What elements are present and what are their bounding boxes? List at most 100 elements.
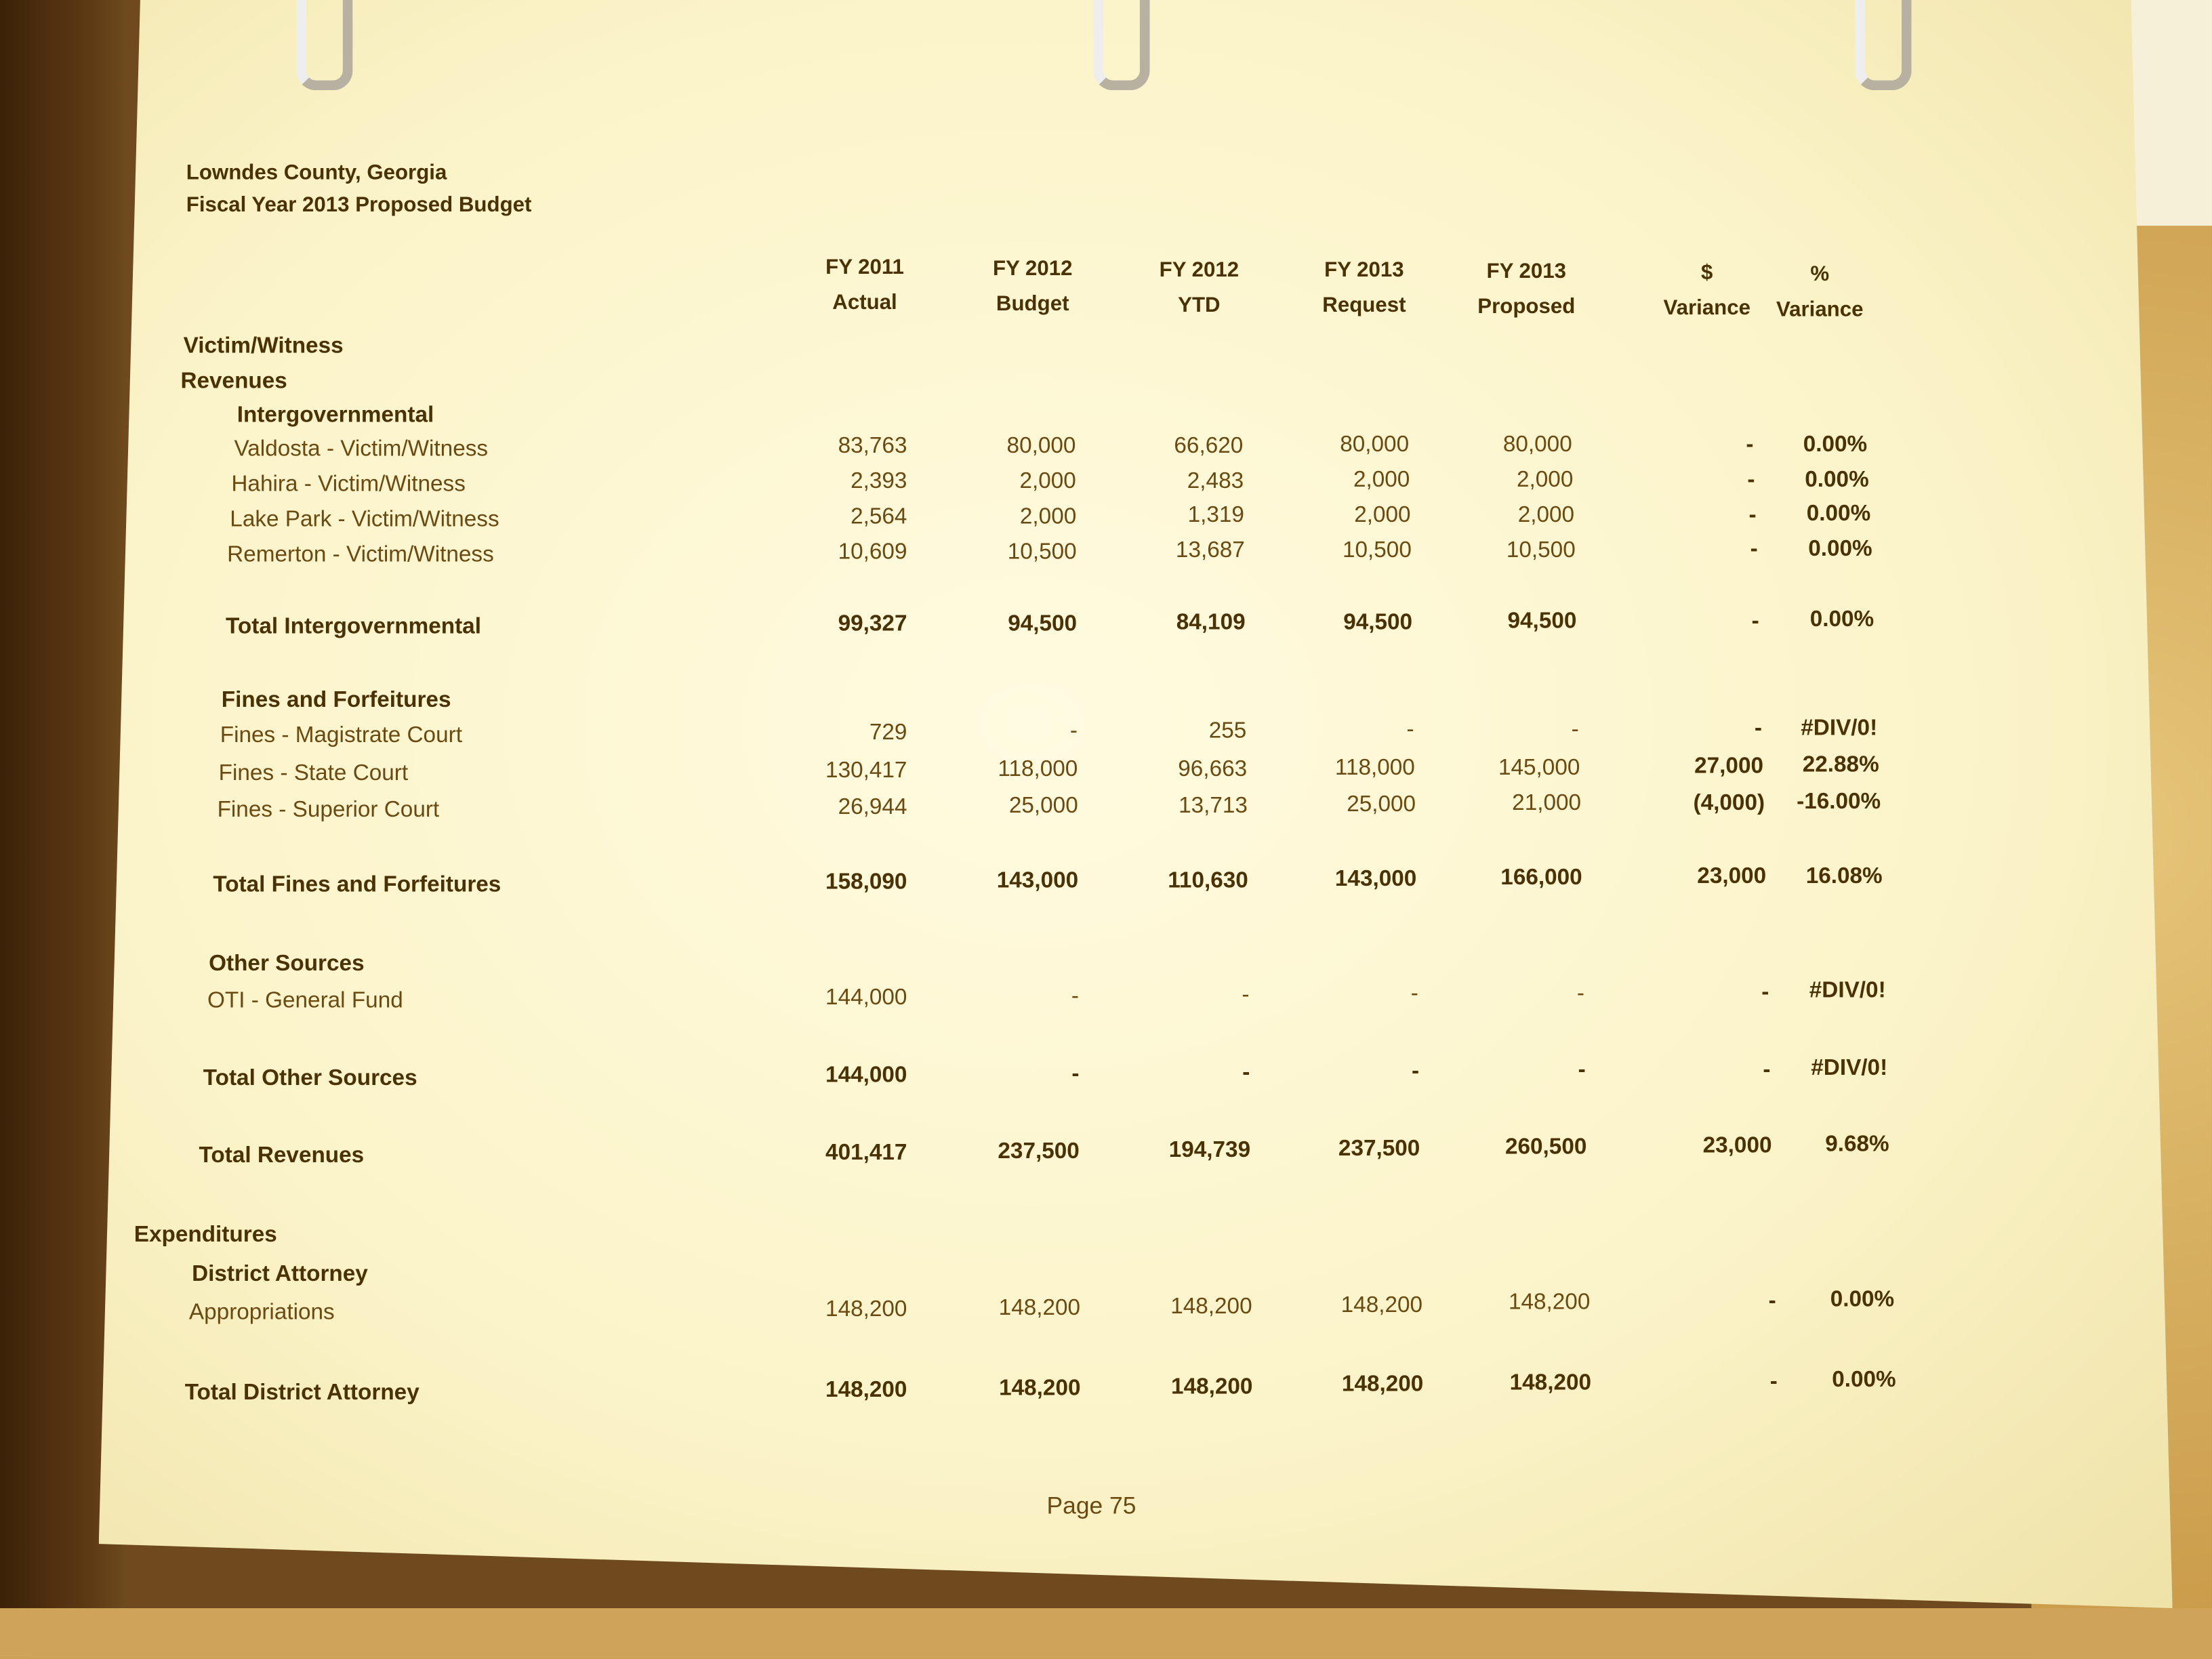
cell-value: 10,609 <box>838 540 907 565</box>
org-name: Lowndes County, Georgia <box>186 161 447 185</box>
cell-value: 21,000 <box>1512 792 1582 816</box>
column-header-bottom: Budget <box>996 291 1069 316</box>
cell-value: 10,500 <box>1506 538 1576 562</box>
cell-value: 144,000 <box>825 986 907 1010</box>
cell-value: 2,564 <box>851 505 907 529</box>
cell-value: - <box>1576 981 1585 1006</box>
cell-value: 145,000 <box>1498 755 1580 780</box>
binder-ring <box>296 0 353 91</box>
row-label: Total Intergovernmental <box>226 615 481 639</box>
cell-value: - <box>1746 433 1754 457</box>
cell-value: - <box>1071 985 1080 1009</box>
cell-value: - <box>1751 609 1759 634</box>
cell-value: 2,000 <box>1019 469 1076 494</box>
cell-value: - <box>1406 718 1414 743</box>
row-label: Appropriations <box>188 1300 335 1325</box>
column-header-bottom: Proposed <box>1477 295 1576 319</box>
cell-value: 158,090 <box>825 870 907 895</box>
column-header-top: FY 2012 <box>1159 258 1240 282</box>
cell-value: - <box>1761 980 1769 1004</box>
cell-value: 94,500 <box>1507 609 1577 634</box>
cell-value: 94,500 <box>1008 611 1078 636</box>
cell-value: (4,000) <box>1693 791 1765 815</box>
row-label: Fines - Magistrate Court <box>220 723 462 748</box>
cell-value: 13,713 <box>1179 794 1248 818</box>
column-header-bottom: Request <box>1322 293 1406 319</box>
cell-value: 2,000 <box>1353 468 1410 493</box>
cell-value: 9.68% <box>1825 1133 1889 1158</box>
row-label: Remerton - Victim/Witness <box>227 543 494 567</box>
cell-value: 148,200 <box>1171 1374 1253 1399</box>
column-header-top: % <box>1810 262 1830 287</box>
cell-value: 80,000 <box>1006 434 1076 459</box>
binder-ring <box>1855 0 1912 91</box>
binder-ring <box>1093 0 1150 91</box>
row-label: Other Sources <box>209 952 365 977</box>
cell-value: - <box>1071 1062 1080 1087</box>
cell-value: 130,417 <box>825 758 907 783</box>
cell-value: 729 <box>869 720 907 745</box>
cell-value: -16.00% <box>1797 790 1881 815</box>
cell-value: - <box>1768 1290 1776 1314</box>
cell-value: 99,327 <box>838 612 907 636</box>
cell-value: 118,000 <box>998 758 1078 783</box>
cell-value: - <box>1571 718 1579 742</box>
cell-value: 84,109 <box>1176 611 1246 636</box>
cell-value: 25,000 <box>1347 792 1416 817</box>
budget-page: Lowndes County, Georgia Fiscal Year 2013… <box>98 0 2173 1609</box>
cell-value: 148,200 <box>825 1298 907 1322</box>
cell-value: 22.88% <box>1802 754 1879 778</box>
cell-value: 143,000 <box>996 869 1079 894</box>
column-header-bottom: Actual <box>832 290 897 315</box>
column-header-bottom: YTD <box>1178 293 1221 317</box>
cell-value: 0.00% <box>1808 537 1872 562</box>
cell-value: - <box>1578 1059 1586 1083</box>
cell-value: 2,000 <box>1354 504 1411 528</box>
row-label: OTI - General Fund <box>207 989 403 1013</box>
cell-value: 0.00% <box>1832 1368 1896 1393</box>
cell-value: 80,000 <box>1502 433 1572 457</box>
cell-value: 237,500 <box>998 1139 1080 1164</box>
cell-value: 110,630 <box>1168 868 1248 893</box>
cell-value: 255 <box>1208 719 1247 743</box>
row-label: Valdosta - Victim/Witness <box>234 437 489 462</box>
cell-value: 148,200 <box>1341 1373 1424 1397</box>
column-header-bottom: Variance <box>1663 296 1750 321</box>
column-header-top: FY 2013 <box>1324 258 1404 283</box>
cell-value: - <box>1769 1370 1778 1394</box>
cell-value: - <box>1411 1059 1420 1084</box>
doc-title: Fiscal Year 2013 Proposed Budget <box>186 193 532 218</box>
cell-value: 401,417 <box>825 1141 907 1166</box>
cell-value: 0.00% <box>1805 468 1869 492</box>
cell-value: 148,200 <box>998 1296 1081 1321</box>
cell-value: 148,200 <box>999 1376 1081 1401</box>
page-number: Page 75 <box>1046 1492 1136 1519</box>
row-label: Fines and Forfeitures <box>221 688 451 713</box>
cell-value: 148,200 <box>1340 1292 1423 1317</box>
cell-value: 10,500 <box>1007 539 1077 564</box>
cell-value: - <box>1242 1061 1250 1086</box>
cell-value: 1,319 <box>1187 504 1244 529</box>
row-label: Lake Park - Victim/Witness <box>230 508 499 532</box>
cell-value: 25,000 <box>1008 794 1078 819</box>
cell-value: 13,687 <box>1175 539 1245 564</box>
counter-edge <box>0 1608 2212 1659</box>
cell-value: 94,500 <box>1343 610 1413 635</box>
row-label: Total Fines and Forfeitures <box>213 873 501 897</box>
row-label: Total District Attorney <box>184 1380 419 1406</box>
cell-value: 27,000 <box>1694 754 1763 779</box>
cell-value: - <box>1763 1057 1771 1082</box>
row-label: Total Revenues <box>199 1144 365 1168</box>
cell-value: 2,000 <box>1019 504 1077 529</box>
cell-value: 96,663 <box>1178 757 1248 781</box>
cell-value: 23,000 <box>1697 865 1767 890</box>
cell-value: 66,620 <box>1174 434 1244 458</box>
cell-value: 23,000 <box>1702 1134 1772 1159</box>
row-label: Expenditures <box>134 1223 277 1248</box>
cell-value: 2,393 <box>851 470 907 494</box>
cell-value: 260,500 <box>1504 1136 1587 1160</box>
cell-value: 2,000 <box>1517 503 1575 528</box>
cell-value: 118,000 <box>1334 756 1415 781</box>
row-label: Fines - Superior Court <box>217 798 440 823</box>
cell-value: 144,000 <box>825 1063 907 1088</box>
